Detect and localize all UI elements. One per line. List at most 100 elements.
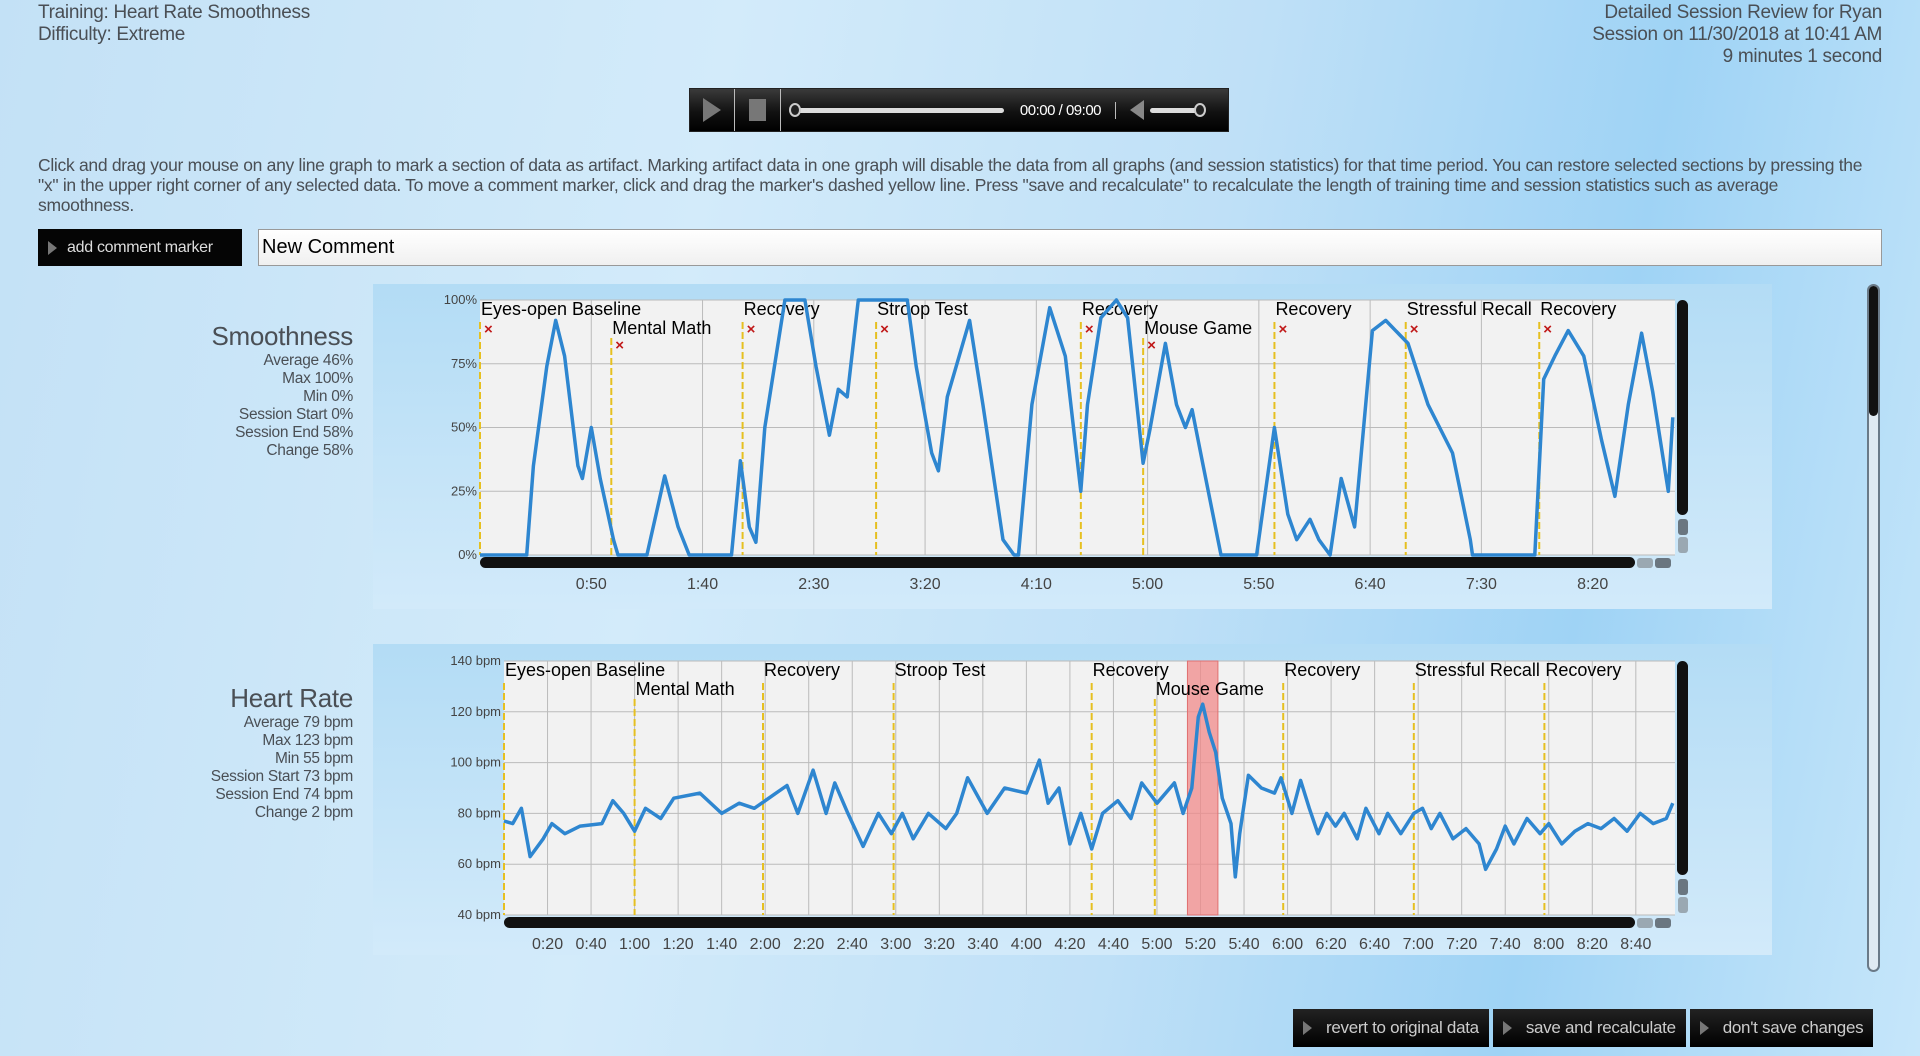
heart-rate-chart[interactable]: 40 bpm 60 bpm 80 bpm 100 bpm 120 bpm 140 bpm 0… — [373, 644, 1772, 955]
stop-button[interactable] — [735, 89, 781, 131]
seek-bar[interactable]: 00:00 / 09:00 — [781, 101, 1116, 119]
stat-average: Average 46% — [263, 352, 354, 369]
volume-control[interactable] — [1116, 100, 1228, 120]
difficulty: Difficulty: Extreme — [38, 24, 186, 45]
stat-change: Change 58% — [266, 442, 353, 459]
scrollbar-thumb[interactable] — [1869, 286, 1878, 416]
x-tick-label: 6:40 — [1359, 936, 1390, 953]
comment-marker-label: Recovery — [1540, 299, 1616, 319]
comment-marker-label: Mental Math — [636, 679, 735, 699]
stat-min: Min 0% — [303, 388, 353, 405]
delete-marker-icon[interactable]: × — [1147, 337, 1156, 354]
session-date: Session on 11/30/2018 at 10:41 AM — [1592, 24, 1882, 45]
zoom-in-vertical-button[interactable] — [1678, 879, 1688, 895]
zoom-out-button[interactable] — [1637, 558, 1653, 568]
x-tick-label: 8:20 — [1577, 936, 1608, 953]
plot-area[interactable] — [504, 661, 1675, 915]
zoom-in-button[interactable] — [1655, 558, 1671, 568]
y-tick-label: 100 bpm — [450, 755, 501, 770]
revert-label: revert to original data — [1326, 1018, 1479, 1037]
x-tick-label: 7:30 — [1466, 576, 1497, 593]
zoom-out-vertical-button[interactable] — [1678, 537, 1688, 553]
play-button[interactable] — [690, 89, 735, 131]
horizontal-scrollbar[interactable] — [504, 917, 1635, 928]
volume-handle[interactable] — [1194, 102, 1206, 117]
play-arrow-icon — [1699, 1021, 1709, 1035]
data-line — [480, 298, 1675, 557]
x-tick-label: 8:40 — [1620, 936, 1651, 953]
comment-marker-label: Mouse Game — [1144, 318, 1252, 338]
y-tick-label: 75% — [451, 356, 477, 371]
x-tick-label: 7:40 — [1490, 936, 1521, 953]
delete-marker-icon[interactable]: × — [1278, 321, 1287, 338]
delete-marker-icon[interactable]: × — [880, 321, 889, 338]
stat-max: Max 100% — [282, 370, 353, 387]
zoom-out-vertical-button[interactable] — [1678, 897, 1688, 913]
page-scrollbar[interactable] — [1867, 284, 1880, 972]
delete-marker-icon[interactable]: × — [615, 337, 624, 354]
comment-marker-label: Recovery — [1093, 660, 1169, 680]
play-arrow-icon — [1502, 1021, 1512, 1035]
training-name: Training: Heart Rate Smoothness — [38, 2, 310, 23]
zoom-out-button[interactable] — [1637, 918, 1653, 928]
comment-marker-label: Recovery — [1545, 660, 1621, 680]
vertical-scrollbar[interactable] — [1677, 300, 1688, 515]
add-comment-marker-button[interactable]: add comment marker — [38, 229, 242, 266]
comment-marker-label: Stressful Recall — [1415, 660, 1540, 680]
delete-marker-icon[interactable]: × — [1543, 321, 1552, 338]
y-tick-label: 50% — [451, 420, 477, 435]
x-tick-label: 0:20 — [532, 936, 563, 953]
speaker-icon[interactable] — [1130, 100, 1144, 120]
y-tick-label: 100% — [444, 292, 478, 307]
stat-max: Max 123 bpm — [262, 732, 353, 749]
playback-time: 00:00 / 09:00 — [1019, 101, 1102, 119]
x-tick-label: 2:00 — [750, 936, 781, 953]
stat-session-start: Session Start 73 bpm — [210, 768, 354, 785]
x-tick-label: 3:20 — [924, 936, 955, 953]
comment-input[interactable] — [258, 229, 1882, 266]
horizontal-scrollbar[interactable] — [480, 557, 1635, 568]
x-tick-label: 1:40 — [687, 576, 718, 593]
y-tick-label: 0% — [458, 547, 477, 562]
add-comment-marker-label: add comment marker — [67, 238, 213, 256]
x-tick-label: 4:20 — [1054, 936, 1085, 953]
save-label: save and recalculate — [1525, 1018, 1676, 1037]
x-tick-label: 3:00 — [880, 936, 911, 953]
session-info: Detailed Session Review for Ryan Session… — [1592, 2, 1882, 68]
stop-icon — [749, 99, 766, 121]
y-tick-label: 40 bpm — [458, 907, 501, 922]
session-duration: 9 minutes 1 second — [1722, 46, 1883, 67]
zoom-in-vertical-button[interactable] — [1678, 519, 1688, 535]
play-arrow-icon — [1303, 1021, 1312, 1035]
dont-save-button[interactable]: don't save changes — [1689, 1009, 1874, 1047]
y-tick-label: 80 bpm — [458, 805, 501, 820]
zoom-in-button[interactable] — [1655, 918, 1671, 928]
stat-average: Average 79 bpm — [243, 714, 354, 731]
seek-track[interactable] — [789, 102, 1004, 117]
x-tick-label: 1:40 — [706, 936, 737, 953]
delete-marker-icon[interactable]: × — [1085, 321, 1094, 338]
comment-marker-label: Recovery — [1082, 299, 1158, 319]
stat-session-end: Session End 58% — [235, 424, 353, 441]
x-tick-label: 7:00 — [1403, 936, 1434, 953]
comment-marker-label: Recovery — [1275, 299, 1351, 319]
volume-slider[interactable] — [1150, 102, 1206, 117]
delete-marker-icon[interactable]: × — [747, 321, 756, 338]
comment-marker-label: Eyes-open Baseline — [505, 660, 665, 680]
x-tick-label: 3:20 — [909, 576, 940, 593]
comment-marker-label: Recovery — [744, 299, 820, 319]
action-buttons: revert to original data save and recalcu… — [1293, 1009, 1874, 1047]
save-recalculate-button[interactable]: save and recalculate — [1492, 1009, 1686, 1047]
comment-marker-label: Stroop Test — [895, 660, 986, 680]
delete-marker-icon[interactable]: × — [484, 321, 493, 338]
delete-marker-icon[interactable]: × — [1410, 321, 1419, 338]
play-arrow-icon — [48, 240, 57, 255]
seek-handle[interactable] — [789, 102, 801, 117]
comment-marker-label: Recovery — [764, 660, 840, 680]
y-tick-label: 140 bpm — [450, 653, 501, 668]
smoothness-chart[interactable]: 0% 25% 50% 75% 100% 0:50 1:40 2:30 3:20 4:10 5:00 5… — [373, 284, 1772, 609]
revert-button[interactable]: revert to original data — [1293, 1009, 1489, 1047]
vertical-scrollbar[interactable] — [1677, 661, 1688, 875]
x-tick-label: 6:00 — [1272, 936, 1303, 953]
media-player: 00:00 / 09:00 — [689, 88, 1229, 132]
